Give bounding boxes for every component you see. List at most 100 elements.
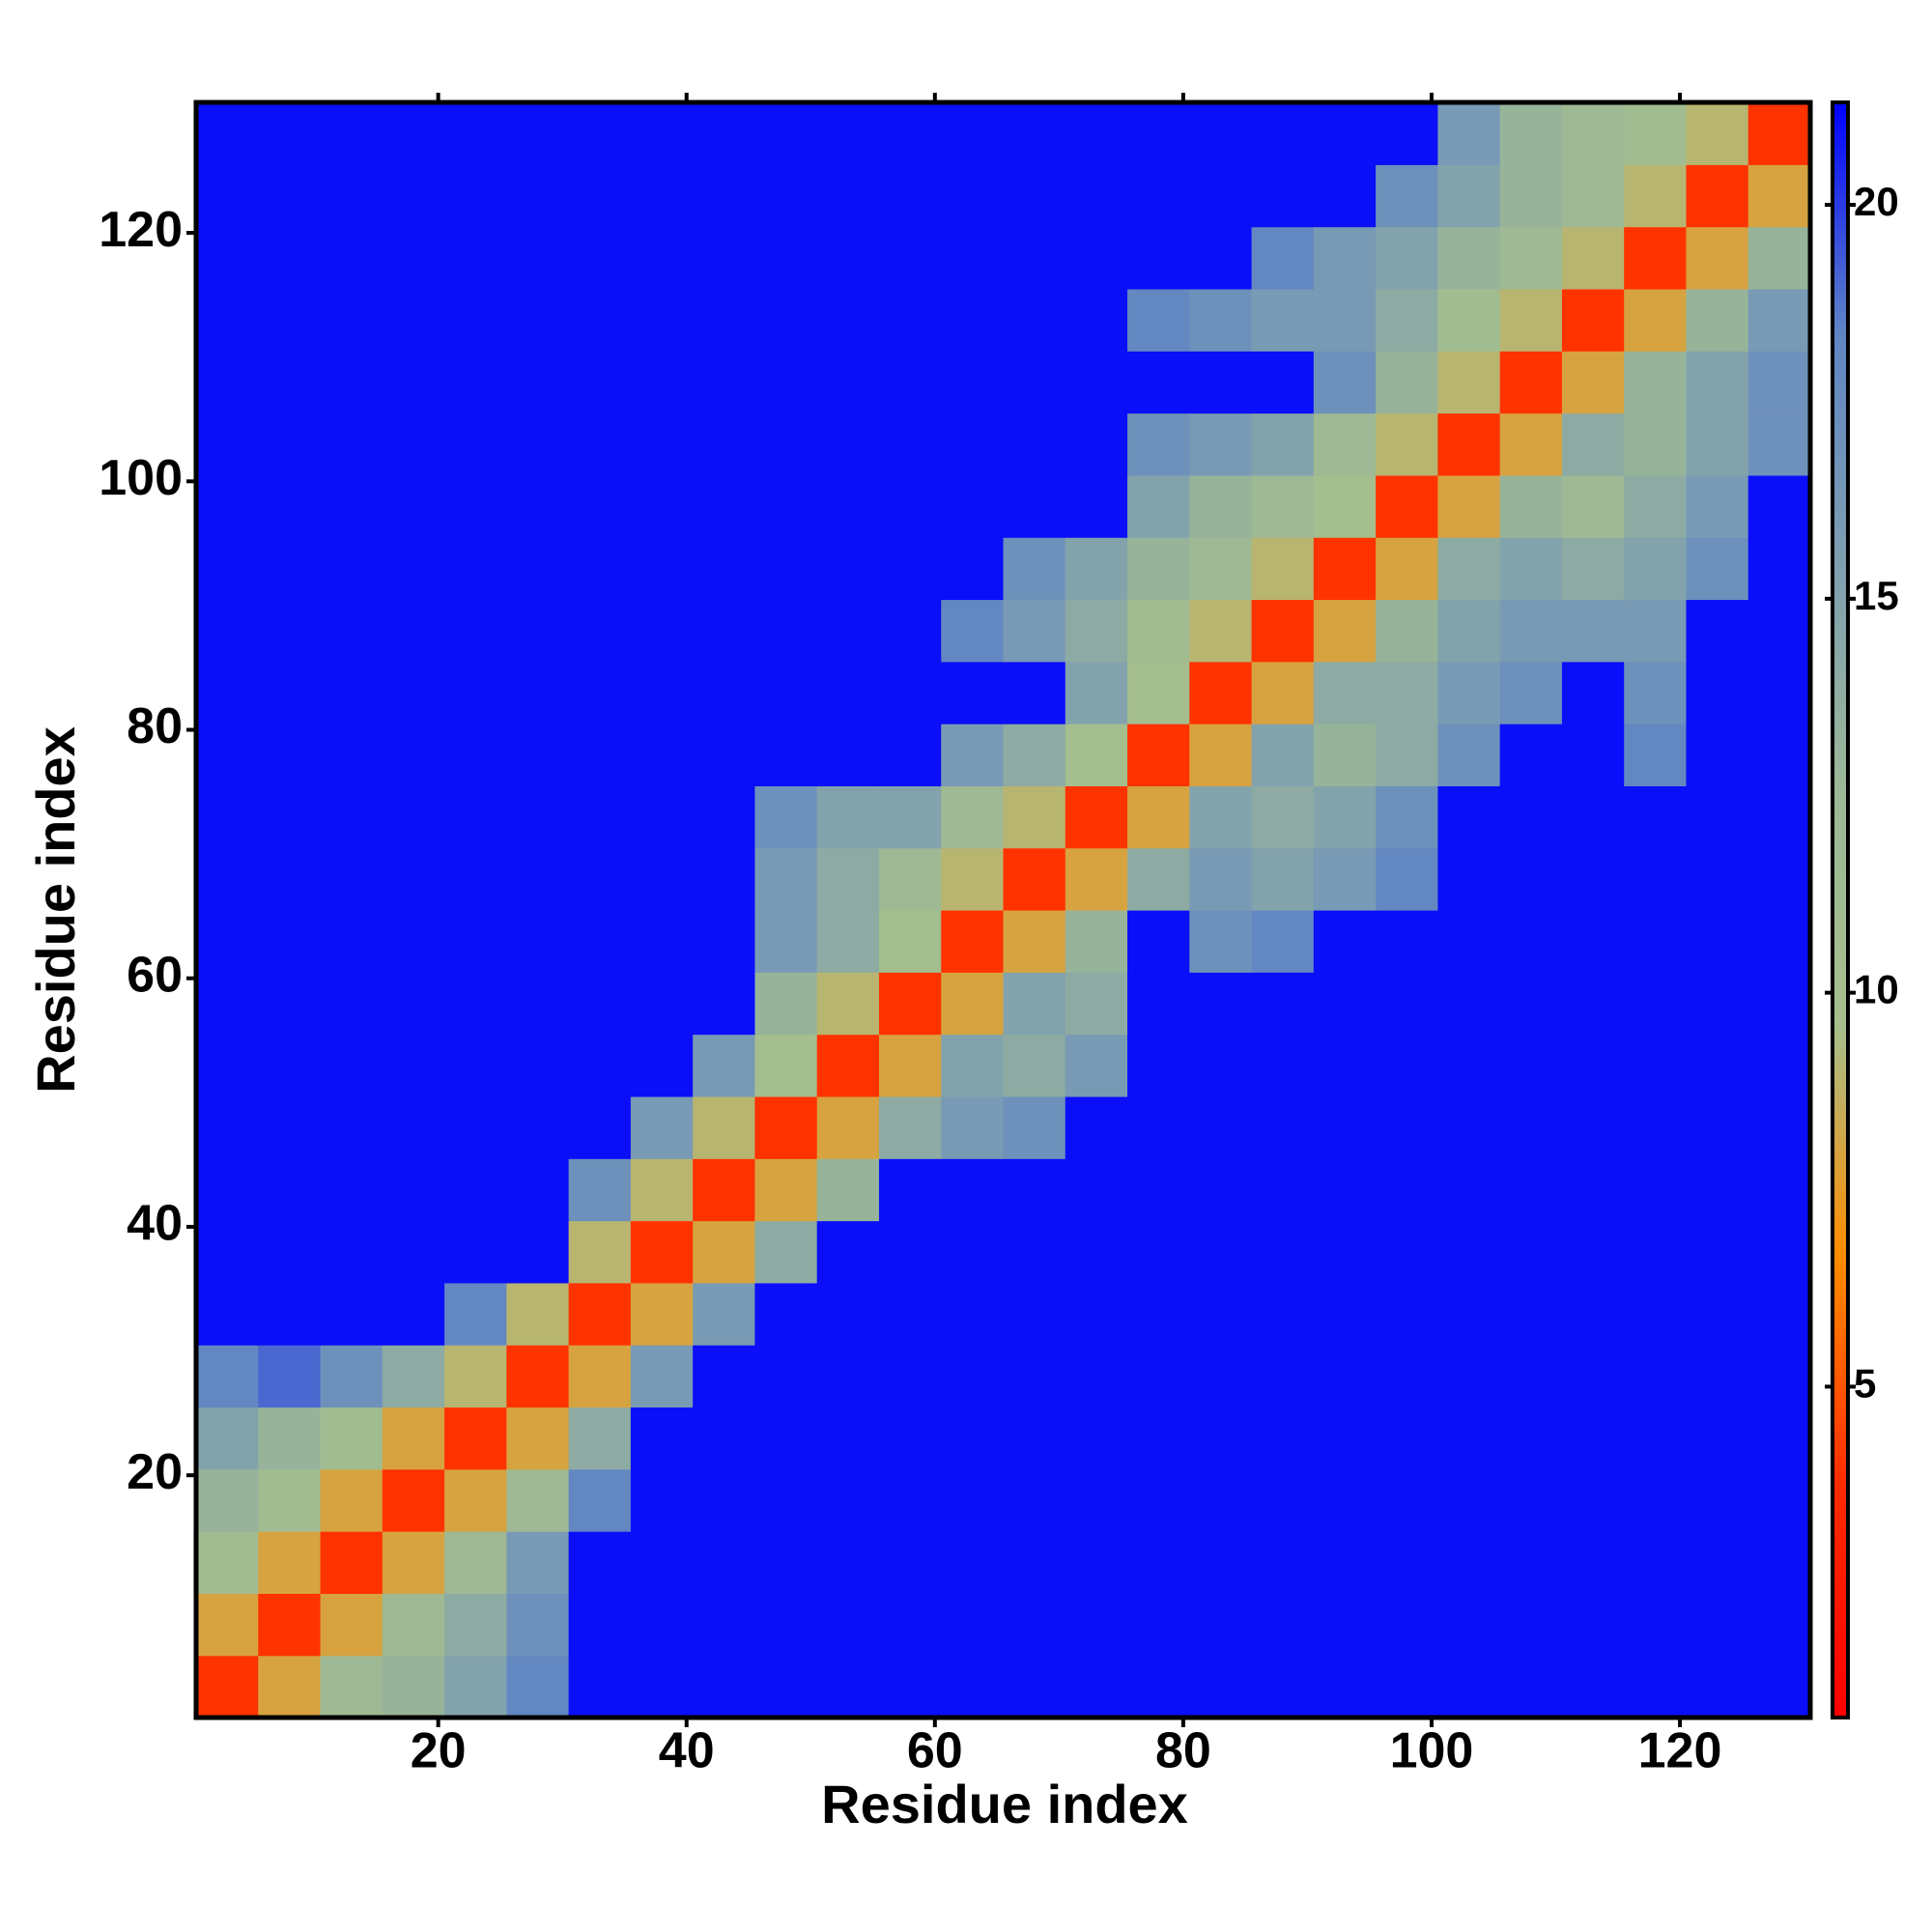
heatmap-cell [1561,164,1625,228]
heatmap-cell [1747,164,1811,228]
heatmap-cell [1561,910,1625,973]
heatmap-cell [1624,910,1688,973]
heatmap-cell [1747,351,1811,414]
heatmap-cell [196,474,259,538]
heatmap-cell [320,1531,384,1594]
heatmap-cell [1003,1593,1066,1657]
heatmap-cell [382,724,445,786]
heatmap-cell [196,1034,259,1097]
heatmap-cell [506,1282,570,1346]
heatmap-cell [1624,351,1688,414]
heatmap-cell [444,1345,507,1408]
heatmap-cell [1065,1406,1128,1470]
heatmap-cell [506,724,570,786]
heatmap-cell [382,1220,445,1284]
heatmap-cell [1003,972,1066,1036]
heatmap-cell [1003,1220,1066,1284]
heatmap-cell [754,661,818,724]
x-tick-label: 80 [1155,1723,1211,1779]
heatmap-cell [693,288,756,352]
heatmap-cell [1624,599,1688,663]
heatmap-cell [941,910,1005,973]
heatmap-cell [1127,1095,1190,1159]
heatmap-cell [1189,972,1253,1036]
heatmap-cell [196,910,259,973]
heatmap-cell [258,724,322,786]
heatmap-cell [1065,847,1128,911]
heatmap-cell [816,226,880,290]
heatmap-cell [382,412,445,476]
heatmap-cell [506,1468,570,1532]
heatmap-cell [196,1406,259,1470]
heatmap-cell [878,724,942,786]
heatmap-cell [1251,724,1315,786]
heatmap-cell [1561,1220,1625,1284]
heatmap-cell [568,599,632,663]
heatmap-cell [1376,1220,1438,1284]
heatmap-cell [693,599,756,663]
heatmap-cell [941,599,1005,663]
heatmap-cell [1065,351,1128,414]
heatmap-cell [1127,1345,1190,1408]
heatmap-cell [1686,910,1749,973]
heatmap-cell [196,972,259,1036]
heatmap-cell [1189,1655,1253,1719]
heatmap-cell [1686,661,1749,724]
heatmap-cell [630,910,694,973]
heatmap-cell [506,226,570,290]
heatmap-cell [258,1593,322,1657]
heatmap-cell [1251,847,1315,911]
heatmap-cell [1499,724,1563,786]
heatmap-cell [1624,1531,1688,1594]
heatmap-cell [1003,1531,1066,1594]
heatmap-cell [506,1034,570,1097]
x-tick-label: 120 [1638,1723,1722,1779]
heatmap-cell [568,724,632,786]
heatmap-cell [878,910,942,973]
heatmap-cell [506,537,570,601]
heatmap-cell [1003,351,1066,414]
heatmap-cell [258,537,322,601]
heatmap-cell [941,661,1005,724]
heatmap-cell [1499,226,1563,290]
heatmap-cell [1376,1655,1438,1719]
heatmap-cell [1251,474,1315,538]
heatmap-cell [196,288,259,352]
heatmap-cell [196,1095,259,1159]
heatmap-cell [1747,1095,1811,1159]
heatmap-cell [693,1282,756,1346]
heatmap-cell [506,351,570,414]
heatmap-cell [1624,288,1688,352]
x-tick-label: 20 [411,1723,467,1779]
heatmap-cell [754,847,818,911]
heatmap-cell [320,226,384,290]
heatmap-cell [568,1158,632,1222]
heatmap-cell [444,1220,507,1284]
heatmap-cell [1747,785,1811,849]
heatmap-cell [878,1282,942,1346]
heatmap-cell [1624,1158,1688,1222]
heatmap-cell [382,1406,445,1470]
heatmap-cell [1127,351,1190,414]
heatmap-cell [1686,1406,1749,1470]
heatmap-cell [1561,972,1625,1036]
heatmap-cell [754,1034,818,1097]
heatmap-cell [1127,1282,1190,1346]
heatmap-cell [1127,1593,1190,1657]
heatmap-cell [1313,351,1377,414]
heatmap-cell [754,1531,818,1594]
heatmap-cell [1065,1158,1128,1222]
heatmap-cell [1251,537,1315,601]
heatmap-cell [1189,910,1253,973]
heatmap-cell [1499,1034,1563,1097]
heatmap-cell [1686,1655,1749,1719]
heatmap-cell [1624,1220,1688,1284]
heatmap-cell [1747,724,1811,786]
heatmap-cell [506,661,570,724]
heatmap-cell [1189,288,1253,352]
heatmap-cell [941,1468,1005,1532]
heatmap-cell [506,785,570,849]
heatmap-cell [941,1593,1005,1657]
heatmap [196,102,1811,1719]
heatmap-cell [1313,1282,1377,1346]
